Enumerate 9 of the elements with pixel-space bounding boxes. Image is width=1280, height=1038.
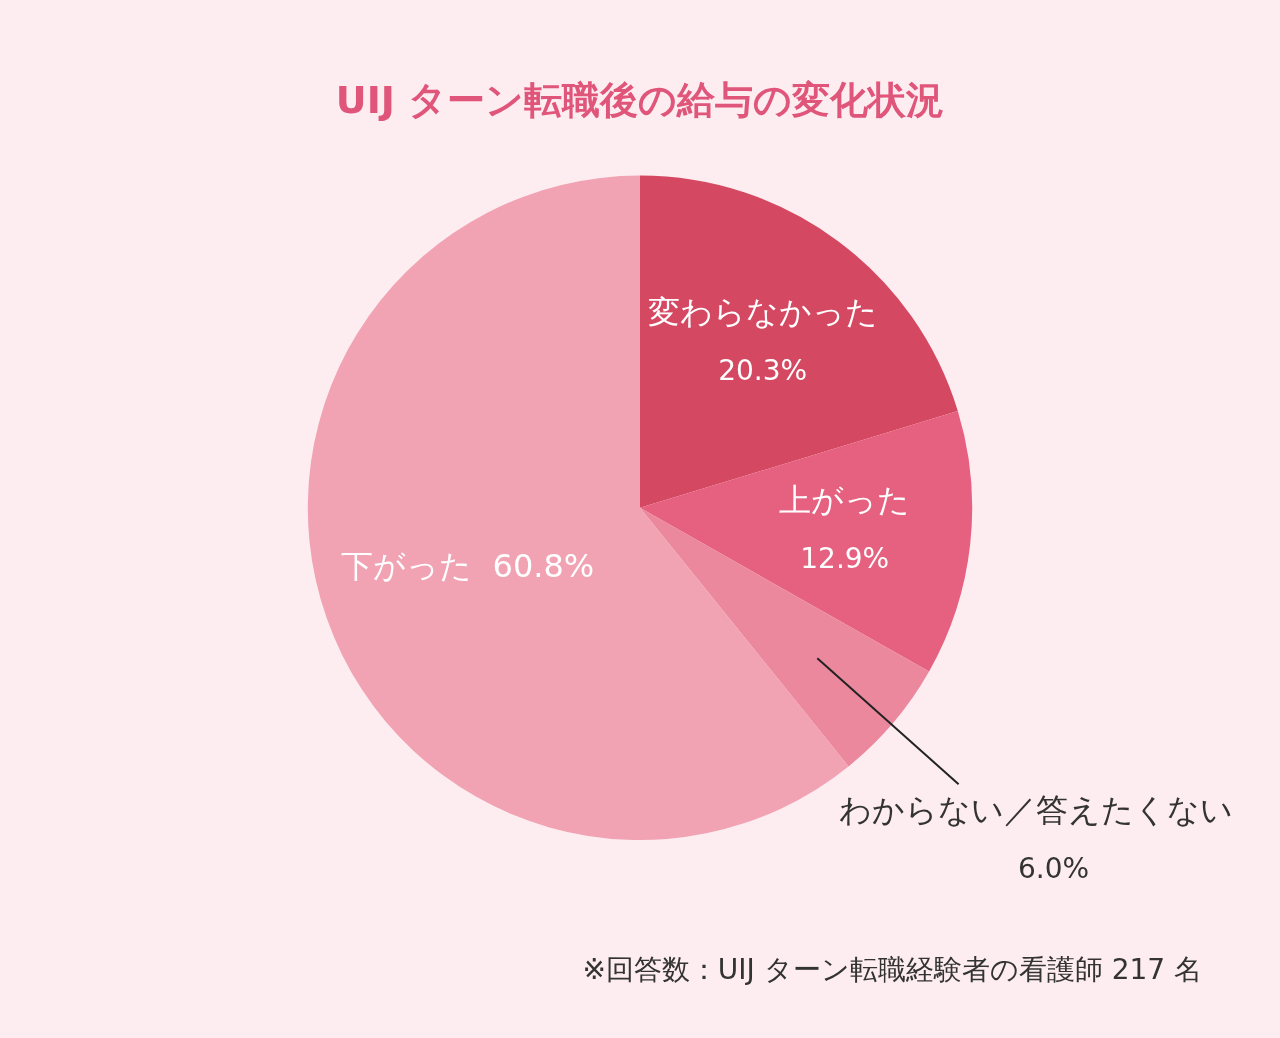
slice-label: 変わらなかった [647, 292, 878, 331]
data-label: 20.3% [718, 353, 808, 387]
data-label: 6.0% [1018, 851, 1090, 885]
slice-label: 上がった [779, 480, 911, 519]
chart-title: UIJ ターン転職後の給与の変化状況 [335, 77, 945, 122]
slice-label: 下がった 60.8% [341, 546, 595, 585]
text: ※回答数：UIJ ターン転職経験者の看護師 217 名 [582, 953, 1202, 987]
slice-label: わからない／答えたくない [838, 790, 1233, 829]
data-label: 12.9% [800, 541, 890, 575]
